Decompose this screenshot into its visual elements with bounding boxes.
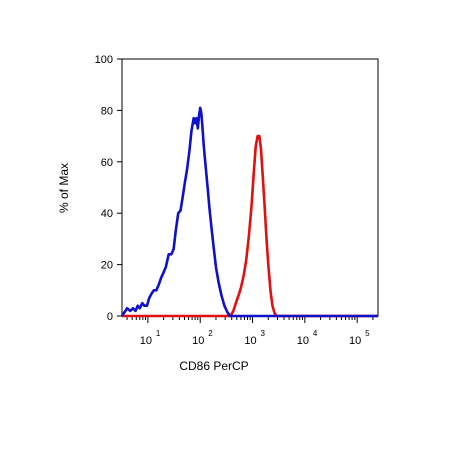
x-tick-exponent: 2	[208, 329, 213, 338]
x-tick-exponent: 4	[313, 329, 318, 338]
x-tick-label: 10	[297, 335, 309, 347]
y-axis-label: % of Max	[57, 163, 71, 213]
y-tick-label: 100	[95, 54, 113, 66]
x-tick-label: 10	[244, 335, 256, 347]
x-axis-label: CD86 PerCP	[179, 359, 248, 373]
x-tick-exponent: 3	[261, 329, 266, 338]
y-axis-ticks: 0 20 40 60 80 100	[95, 54, 122, 323]
series-line-blue	[120, 106, 378, 318]
x-tick-label: 10	[192, 335, 204, 347]
series-line-red	[122, 134, 378, 318]
y-tick-label: 40	[101, 208, 113, 220]
x-tick-exponent: 1	[156, 329, 161, 338]
series-layer	[120, 106, 378, 318]
x-tick-label: 10	[349, 335, 361, 347]
x-tick-exponent: 5	[365, 329, 370, 338]
x-tick-label: 10	[140, 335, 152, 347]
y-tick-label: 20	[101, 260, 113, 272]
y-tick-label: 0	[107, 311, 113, 323]
y-tick-label: 80	[101, 105, 113, 117]
x-axis-ticks: 10 1 10 2 10 3 10 4 10 5	[126, 316, 374, 347]
y-tick-label: 60	[101, 157, 113, 169]
